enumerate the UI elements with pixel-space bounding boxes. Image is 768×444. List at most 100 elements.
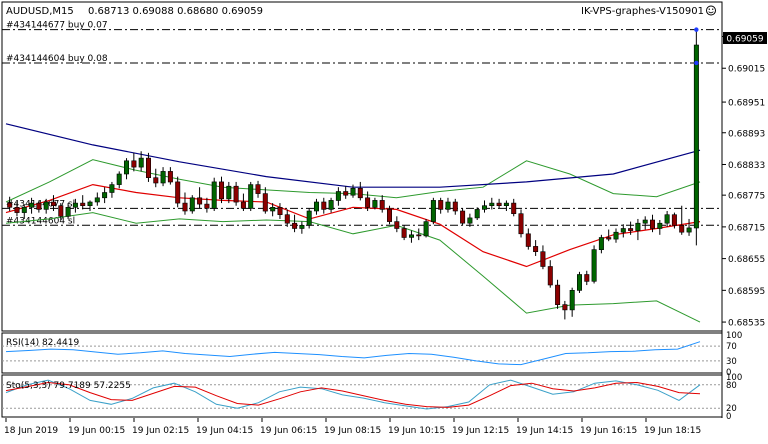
- candle-body: [438, 200, 444, 210]
- expert-name: IK-VPS-graphes-V150901: [581, 6, 704, 17]
- candle-body: [160, 171, 166, 184]
- candle-body: [270, 207, 276, 212]
- candle-body: [569, 289, 575, 311]
- order-label: #434144604 buy 0.08: [6, 54, 108, 64]
- candle-body: [496, 202, 502, 207]
- smiley-eye-right: [712, 8, 714, 10]
- candle-body: [649, 219, 655, 229]
- candle-body: [138, 157, 144, 168]
- candle-body: [58, 205, 64, 217]
- price-scale[interactable]: 0.690750.690150.689510.688930.688330.687…: [722, 33, 765, 329]
- candle-body: [628, 228, 634, 231]
- candle-body: [693, 44, 699, 229]
- smiley-icon[interactable]: [706, 5, 716, 16]
- candle-body: [116, 173, 122, 185]
- candle-body: [7, 202, 13, 208]
- time-label: 18 Jun 2019: [4, 426, 58, 436]
- candle-body: [576, 274, 582, 291]
- time-label: 19 Jun 08:15: [324, 426, 381, 436]
- candle-body: [36, 202, 42, 210]
- candle-body: [14, 207, 20, 213]
- candle-body: [642, 219, 648, 224]
- candle-body: [153, 177, 159, 184]
- candle-body: [489, 202, 495, 207]
- candle-body: [533, 246, 539, 252]
- ohlc-values: 0.68713 0.69088 0.68680 0.69059: [88, 6, 263, 17]
- order-label: #434144604 sl: [6, 216, 75, 226]
- candle-body: [635, 222, 641, 231]
- candle-body: [416, 234, 422, 237]
- candle-body: [525, 233, 531, 247]
- rsi-label: RSI(14) 82.4419: [6, 338, 79, 348]
- candle-body: [277, 207, 283, 216]
- time-label: 19 Jun 02:15: [132, 426, 189, 436]
- time-label: 19 Jun 06:15: [260, 426, 317, 436]
- stoch-scale-label: 20: [726, 404, 737, 414]
- candle-body: [452, 201, 458, 212]
- candle-body: [386, 209, 392, 222]
- candle-body: [233, 185, 239, 203]
- candle-body: [80, 202, 86, 207]
- stoch-scale-label: 80: [726, 381, 737, 391]
- symbol-timeframe: AUDUSD,M15: [6, 6, 74, 17]
- price-label: 0.68833: [728, 161, 765, 171]
- candle-body: [189, 197, 195, 212]
- candle-body: [131, 160, 137, 168]
- candle-body: [321, 201, 327, 210]
- price-label: 0.68595: [728, 287, 765, 297]
- candle-body: [606, 237, 612, 240]
- time-label: 19 Jun 16:15: [580, 426, 637, 436]
- candle-body: [211, 181, 217, 209]
- candle-body: [43, 201, 49, 210]
- time-label: 19 Jun 00:15: [68, 426, 125, 436]
- candle-body: [175, 181, 181, 204]
- candlesticks: [7, 27, 699, 320]
- order-lines: #434144677 buy 0.07 #434144604 buy 0.08 #4…: [2, 21, 722, 226]
- price-label: 0.69015: [728, 65, 765, 75]
- stoch-signal-line: [5, 381, 701, 408]
- candle-body: [474, 209, 480, 219]
- time-axis[interactable]: 18 Jun 2019 19 Jun 00:15 19 Jun 02:15 19 Ju…: [4, 418, 701, 436]
- price-label: 0.68893: [728, 129, 765, 139]
- candle-body: [328, 200, 334, 210]
- band-lower-line: [5, 212, 701, 323]
- candle-body: [313, 201, 319, 212]
- candle-body: [102, 192, 108, 199]
- candle-body: [584, 274, 590, 282]
- candle-body: [671, 214, 677, 226]
- rsi-scale-label: 70: [726, 342, 737, 352]
- candle-body: [503, 202, 509, 207]
- candle-body: [679, 225, 685, 233]
- candle-body: [511, 202, 517, 215]
- stoch-scale-label: 100: [726, 373, 742, 383]
- candle-body: [292, 222, 298, 229]
- candle-body: [72, 202, 78, 208]
- candle-body: [146, 157, 152, 179]
- candle-body: [226, 185, 232, 200]
- current-price-label: 0.69059: [726, 35, 763, 45]
- candle-body: [306, 210, 312, 226]
- candle-body: [657, 222, 663, 229]
- current-price-tag: [723, 32, 767, 44]
- candle-body: [372, 200, 378, 208]
- price-label: 0.68715: [728, 223, 765, 233]
- candle-body: [29, 202, 35, 208]
- rsi-scale-label: 0: [726, 368, 731, 378]
- candle-body: [481, 205, 487, 210]
- candle-body: [109, 184, 115, 193]
- candle-body: [299, 225, 305, 229]
- ma-fast-line: [5, 183, 701, 268]
- candle-body: [357, 188, 363, 199]
- candle-body: [686, 227, 692, 233]
- candle-body: [445, 201, 451, 210]
- candle-body: [562, 304, 568, 311]
- candle-body: [350, 188, 356, 196]
- time-label: 19 Jun 18:15: [644, 426, 701, 436]
- candle-body: [467, 217, 473, 224]
- smiley-eye-left: [708, 8, 710, 10]
- price-label: 0.68951: [728, 99, 765, 109]
- candle-body: [167, 171, 173, 183]
